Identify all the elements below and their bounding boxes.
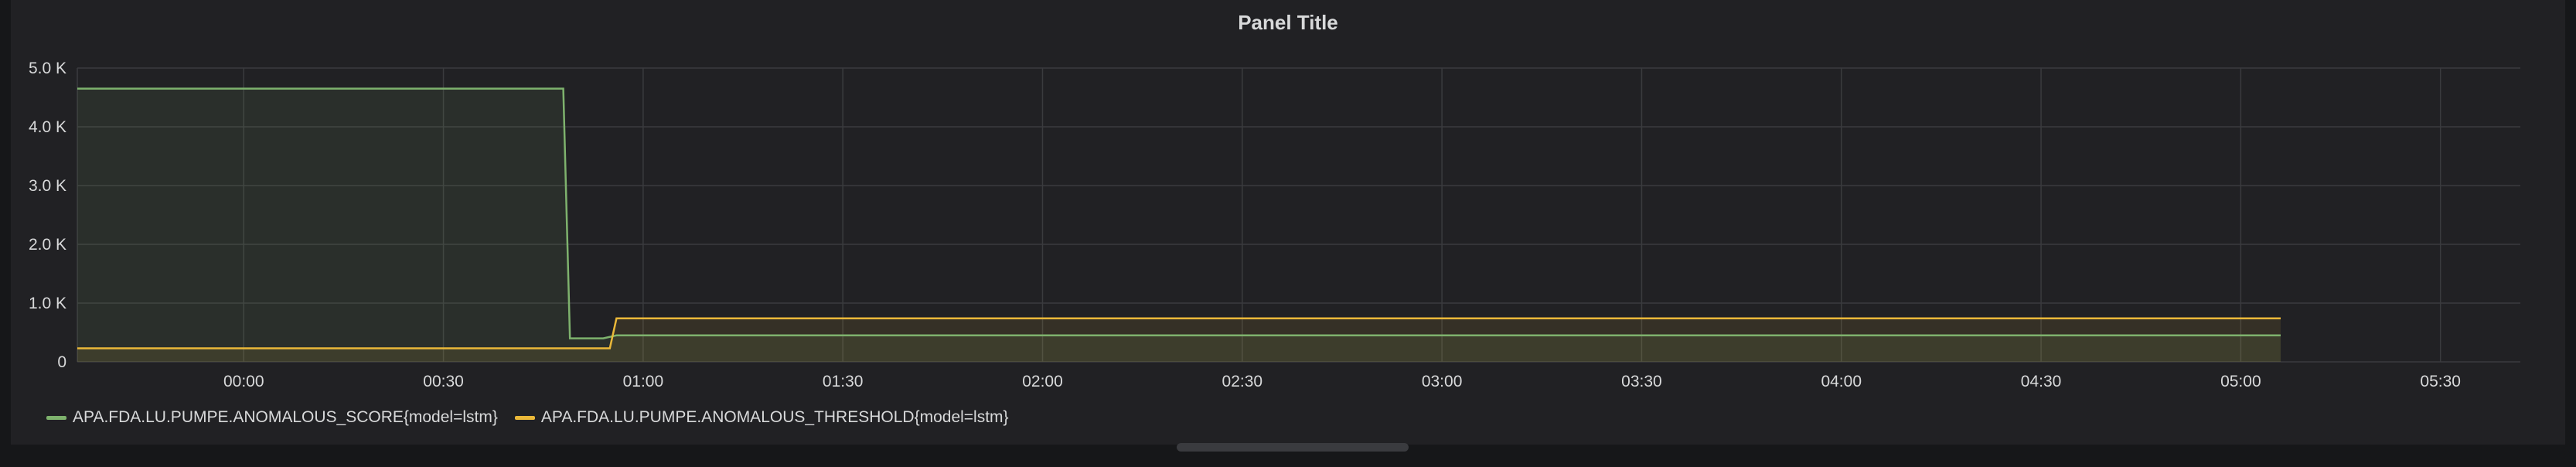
x-tick-label: 05:30 (2420, 373, 2461, 390)
y-tick-label: 1.0 K (29, 295, 66, 312)
y-tick-label: 4.0 K (29, 118, 66, 136)
x-axis-labels: 00:00 00:30 01:00 01:30 02:00 02:30 03:00 03:30… (223, 373, 2461, 390)
series-fills (77, 88, 2281, 362)
y-tick-label: 3.0 K (29, 177, 66, 195)
x-tick-label: 01:00 (623, 373, 664, 390)
y-tick-label: 5.0 K (29, 60, 66, 77)
grid-lines (77, 67, 2520, 363)
series-line-1[interactable] (77, 317, 2281, 349)
x-tick-label: 00:30 (423, 373, 464, 390)
panel-resize-handle[interactable] (1177, 443, 1409, 452)
x-tick-label: 03:00 (1422, 373, 1463, 390)
x-tick-label: 05:00 (2220, 373, 2261, 390)
chart-canvas[interactable]: 0 1.0 K 2.0 K 3.0 K 4.0 K 5.0 K 00:00 00:30 01:… (11, 0, 2565, 445)
series-fill-0 (77, 88, 2281, 362)
x-tick-label: 02:30 (1222, 373, 1263, 390)
y-tick-label: 0 (57, 353, 66, 371)
y-axis-labels: 0 1.0 K 2.0 K 3.0 K 4.0 K 5.0 K (29, 60, 66, 371)
x-tick-label: 04:30 (2021, 373, 2062, 390)
series-line-0[interactable] (77, 87, 2281, 339)
x-tick-label: 04:00 (1821, 373, 1862, 390)
legend-label-threshold: APA.FDA.LU.PUMPE.ANOMALOUS_THRESHOLD{mod… (540, 408, 1009, 426)
x-tick-label: 00:00 (223, 373, 264, 390)
series-fill-1 (77, 318, 2281, 362)
y-tick-label: 2.0 K (29, 236, 66, 254)
legend-label-score: APA.FDA.LU.PUMPE.ANOMALOUS_SCORE{model=l… (73, 408, 498, 426)
x-tick-label: 01:30 (823, 373, 864, 390)
legend-swatch-score (46, 415, 66, 420)
legend-swatch-threshold (514, 415, 535, 420)
x-tick-label: 02:00 (1022, 373, 1063, 390)
series-lines (77, 87, 2281, 349)
legend-item-threshold[interactable]: APA.FDA.LU.PUMPE.ANOMALOUS_THRESHOLD{mod… (514, 408, 1009, 427)
legend: APA.FDA.LU.PUMPE.ANOMALOUS_SCORE{model=l… (46, 408, 1026, 427)
panel-title[interactable]: Panel Title (1238, 11, 1338, 34)
legend-item-score[interactable]: APA.FDA.LU.PUMPE.ANOMALOUS_SCORE{model=l… (46, 408, 498, 427)
x-tick-label: 03:30 (1621, 373, 1662, 390)
graph-panel: Panel Title 0 1.0 K 2.0 K 3.0 K 4.0 K 5.0 K 0… (11, 0, 2565, 452)
